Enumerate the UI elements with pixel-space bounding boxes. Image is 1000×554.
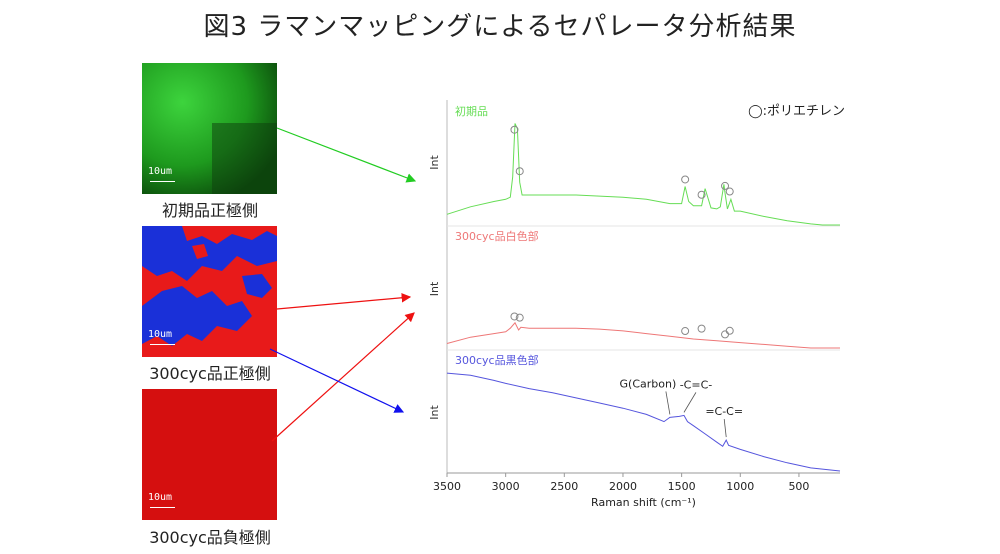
annotation-arrow <box>723 419 727 438</box>
connector-arrow-red <box>276 292 412 310</box>
polyethylene-marker <box>515 167 524 176</box>
annotation-label: =C-C= <box>705 405 743 418</box>
polyethylene-marker <box>681 175 690 184</box>
polyethylene-marker <box>725 326 734 335</box>
series-label: 300cyc品黒色部 <box>455 353 539 367</box>
annotation-arrow <box>683 392 697 413</box>
scale-label: 10um <box>148 329 173 340</box>
annotation-arrow <box>665 391 671 415</box>
y-axis-label: Int <box>428 155 441 170</box>
scale-bar <box>150 344 175 345</box>
x-tick-label: 2500 <box>550 480 578 493</box>
scale-label: 10um <box>148 492 173 503</box>
series-label: 300cyc品白色部 <box>455 229 539 243</box>
raman-map-initial-image <box>142 63 277 194</box>
raman-map-300cyc-negative-image <box>142 389 277 520</box>
legend-note: ◯:ポリエチレン <box>748 104 845 119</box>
raman-map-300cyc-negative: 10um <box>142 389 277 520</box>
series-line <box>446 321 840 349</box>
annotation-label: -C=C- <box>680 378 713 391</box>
x-tick-label: 1000 <box>726 480 754 493</box>
x-tick-label: 3000 <box>492 480 520 493</box>
connector-arrow-green <box>276 127 417 183</box>
x-tick-label: 3500 <box>433 480 461 493</box>
scale-bar <box>150 507 175 508</box>
raman-map-300cyc-positive: 10um <box>142 226 277 357</box>
map-caption-300cyc-negative: 300cyc品負極側 <box>149 528 271 547</box>
x-tick-label: 500 <box>788 480 809 493</box>
y-axis-label: Int <box>428 405 441 420</box>
polyethylene-marker <box>681 327 690 336</box>
series-line <box>446 123 840 226</box>
polyethylene-marker <box>697 324 706 333</box>
map-caption-initial: 初期品正極側 <box>161 201 258 220</box>
polyethylene-marker <box>721 181 730 190</box>
x-tick-label: 1500 <box>668 480 696 493</box>
series-line <box>446 372 841 472</box>
x-axis-label: Raman shift (cm⁻¹) <box>591 496 696 509</box>
raman-map-initial: 10um <box>142 63 277 194</box>
polyethylene-marker <box>510 312 519 321</box>
polyethylene-marker <box>510 125 519 134</box>
scale-label: 10um <box>148 166 173 177</box>
y-axis-label: Int <box>428 281 441 296</box>
series-label: 初期品 <box>455 104 488 118</box>
connector-arrow-red-negative <box>271 312 415 442</box>
polyethylene-marker <box>721 330 730 339</box>
raman-map-300cyc-positive-image <box>142 226 277 357</box>
connector-arrow-blue <box>269 348 405 413</box>
polyethylene-marker <box>515 313 524 322</box>
page-title: 図3 ラマンマッピングによるセパレータ分析結果 <box>203 12 797 42</box>
annotation-label: G(Carbon) <box>620 377 677 390</box>
scale-bar <box>150 181 175 182</box>
map-caption-300cyc-positive: 300cyc品正極側 <box>149 364 271 383</box>
x-tick-label: 2000 <box>609 480 637 493</box>
polyethylene-marker <box>725 187 734 196</box>
polyethylene-marker <box>697 190 706 199</box>
